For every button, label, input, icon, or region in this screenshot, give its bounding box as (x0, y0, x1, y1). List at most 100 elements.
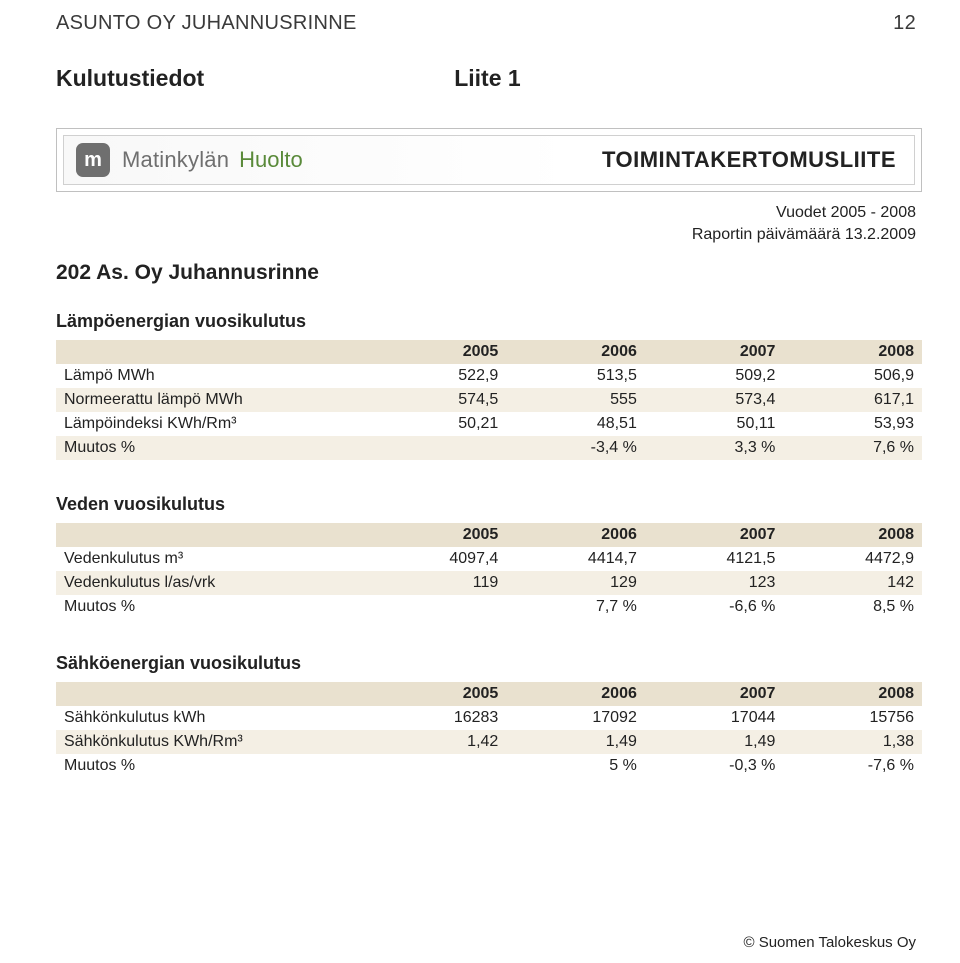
cell: 129 (506, 571, 645, 595)
table-row: Muutos % -3,4 % 3,3 % 7,6 % (56, 436, 922, 460)
company-line: 202 As. Oy Juhannusrinne (56, 261, 922, 285)
row-label: Lämpöindeksi KWh/Rm³ (56, 412, 368, 436)
water-table: 2005 2006 2007 2008 Vedenkulutus m³ 4097… (56, 523, 922, 619)
cell: 1,49 (506, 730, 645, 754)
cell: 1,42 (368, 730, 507, 754)
table-row: Sähkönkulutus KWh/Rm³ 1,42 1,49 1,49 1,3… (56, 730, 922, 754)
year-header: 2007 (645, 523, 784, 547)
company-name-upper: ASUNTO OY JUHANNUSRINNE (56, 12, 357, 35)
cell: 509,2 (645, 364, 784, 388)
cell: 617,1 (783, 388, 922, 412)
section-title: Kulutustiedot (56, 65, 204, 92)
cell: 53,93 (783, 412, 922, 436)
blank-header (56, 340, 368, 364)
cell: 1,38 (783, 730, 922, 754)
cell: 17044 (645, 706, 784, 730)
cell: 573,4 (645, 388, 784, 412)
cell: 119 (368, 571, 507, 595)
report-date: Raportin päivämäärä 13.2.2009 (56, 224, 916, 246)
heat-table: 2005 2006 2007 2008 Lämpö MWh 522,9 513,… (56, 340, 922, 460)
page-number: 12 (893, 12, 922, 35)
table-row: Sähkönkulutus kWh 16283 17092 17044 1575… (56, 706, 922, 730)
cell: 4414,7 (506, 547, 645, 571)
table-row: Lämpöindeksi KWh/Rm³ 50,21 48,51 50,11 5… (56, 412, 922, 436)
brand-part1: Matinkylän (122, 147, 229, 173)
cell: 48,51 (506, 412, 645, 436)
row-label: Sähkönkulutus kWh (56, 706, 368, 730)
cell: 4472,9 (783, 547, 922, 571)
cell: 7,6 % (783, 436, 922, 460)
cell: 8,5 % (783, 595, 922, 619)
banner-outer: m Matinkylän Huolto TOIMINTAKERTOMUSLIIT… (56, 128, 922, 192)
blank-header (56, 523, 368, 547)
year-header: 2008 (783, 682, 922, 706)
table-row: Muutos % 7,7 % -6,6 % 8,5 % (56, 595, 922, 619)
table-row: Muutos % 5 % -0,3 % -7,6 % (56, 754, 922, 778)
year-header: 2005 (368, 523, 507, 547)
heat-table-block: Lämpöenergian vuosikulutus 2005 2006 200… (56, 311, 922, 460)
row-label: Muutos % (56, 595, 368, 619)
cell: 522,9 (368, 364, 507, 388)
section-header-row: Kulutustiedot Liite 1 (56, 65, 922, 92)
cell: 4121,5 (645, 547, 784, 571)
year-header: 2008 (783, 523, 922, 547)
year-header: 2006 (506, 340, 645, 364)
cell (368, 754, 507, 778)
table-header-row: 2005 2006 2007 2008 (56, 523, 922, 547)
year-header: 2005 (368, 682, 507, 706)
water-table-title: Veden vuosikulutus (56, 494, 922, 515)
cell: 50,11 (645, 412, 784, 436)
years-range: Vuodet 2005 - 2008 (56, 202, 916, 224)
heat-table-title: Lämpöenergian vuosikulutus (56, 311, 922, 332)
banner-title: TOIMINTAKERTOMUSLIITE (602, 147, 914, 173)
row-label: Muutos % (56, 436, 368, 460)
cell: -3,4 % (506, 436, 645, 460)
year-header: 2007 (645, 340, 784, 364)
year-header: 2006 (506, 682, 645, 706)
cell: 50,21 (368, 412, 507, 436)
row-label: Lämpö MWh (56, 364, 368, 388)
cell: 3,3 % (645, 436, 784, 460)
footer-copyright: © Suomen Talokeskus Oy (743, 934, 916, 951)
water-table-block: Veden vuosikulutus 2005 2006 2007 2008 V… (56, 494, 922, 619)
table-row: Lämpö MWh 522,9 513,5 509,2 506,9 (56, 364, 922, 388)
cell: -6,6 % (645, 595, 784, 619)
attachment-label: Liite 1 (454, 65, 520, 92)
cell (368, 595, 507, 619)
cell: 15756 (783, 706, 922, 730)
page-header: ASUNTO OY JUHANNUSRINNE 12 (56, 12, 922, 35)
brand-part2: Huolto (239, 147, 303, 173)
logo-icon: m (76, 143, 110, 177)
table-row: Normeerattu lämpö MWh 574,5 555 573,4 61… (56, 388, 922, 412)
cell: 16283 (368, 706, 507, 730)
year-header: 2005 (368, 340, 507, 364)
row-label: Sähkönkulutus KWh/Rm³ (56, 730, 368, 754)
cell: 142 (783, 571, 922, 595)
blank-header (56, 682, 368, 706)
cell: 574,5 (368, 388, 507, 412)
page: ASUNTO OY JUHANNUSRINNE 12 Kulutustiedot… (0, 0, 960, 963)
cell: -0,3 % (645, 754, 784, 778)
cell: 506,9 (783, 364, 922, 388)
cell (368, 436, 507, 460)
electricity-table-block: Sähköenergian vuosikulutus 2005 2006 200… (56, 653, 922, 778)
cell: 5 % (506, 754, 645, 778)
year-header: 2007 (645, 682, 784, 706)
cell: 513,5 (506, 364, 645, 388)
row-label: Normeerattu lämpö MWh (56, 388, 368, 412)
table-header-row: 2005 2006 2007 2008 (56, 340, 922, 364)
cell: 7,7 % (506, 595, 645, 619)
electricity-table: 2005 2006 2007 2008 Sähkönkulutus kWh 16… (56, 682, 922, 778)
cell: 123 (645, 571, 784, 595)
cell: 1,49 (645, 730, 784, 754)
row-label: Vedenkulutus m³ (56, 547, 368, 571)
cell: 17092 (506, 706, 645, 730)
cell: 555 (506, 388, 645, 412)
electricity-table-title: Sähköenergian vuosikulutus (56, 653, 922, 674)
table-row: Vedenkulutus m³ 4097,4 4414,7 4121,5 447… (56, 547, 922, 571)
year-header: 2006 (506, 523, 645, 547)
cell: -7,6 % (783, 754, 922, 778)
year-header: 2008 (783, 340, 922, 364)
row-label: Vedenkulutus l/as/vrk (56, 571, 368, 595)
cell: 4097,4 (368, 547, 507, 571)
